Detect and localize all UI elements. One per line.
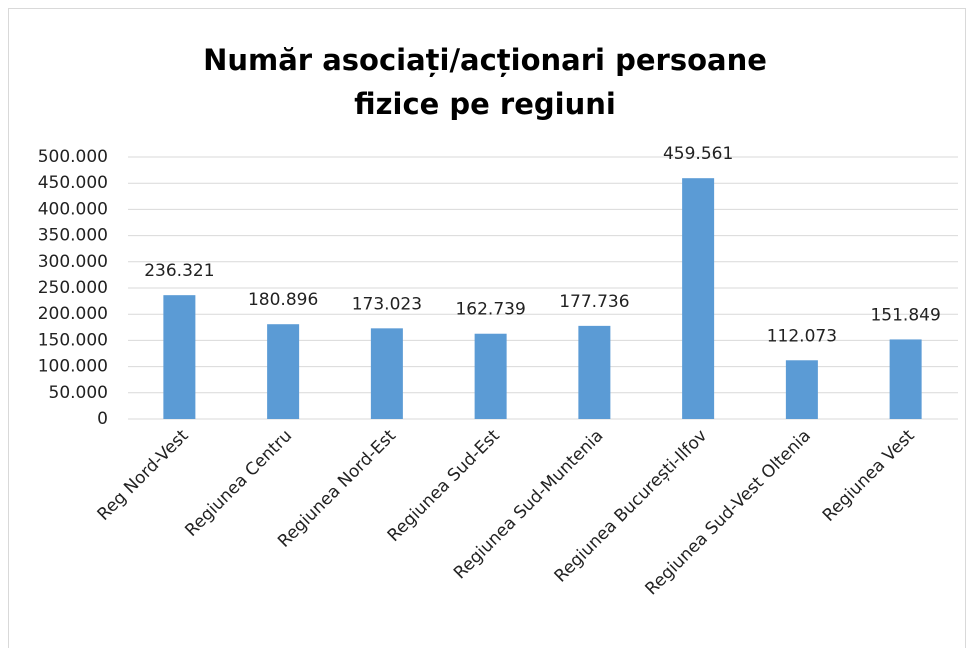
x-tick-label: Reg Nord-Vest — [94, 426, 193, 525]
value-label: 162.739 — [455, 300, 525, 320]
y-tick-label: 250.000 — [38, 278, 108, 298]
chart-title: Număr asociați/acționari persoane fizice… — [203, 43, 767, 121]
bar — [474, 333, 507, 419]
value-label: 112.073 — [767, 326, 837, 346]
value-label: 151.849 — [870, 305, 940, 325]
y-tick-label: 0 — [97, 409, 108, 429]
chart-frame — [8, 8, 966, 648]
value-label: 173.023 — [352, 294, 422, 314]
y-tick-label: 300.000 — [38, 252, 108, 272]
bar — [578, 325, 611, 419]
value-label: 180.896 — [248, 290, 318, 310]
y-tick-label: 150.000 — [38, 330, 108, 350]
value-label: 236.321 — [144, 261, 214, 281]
y-tick-label: 200.000 — [38, 304, 108, 324]
x-tick-label: Regiunea Centru — [181, 426, 296, 541]
bar — [785, 360, 818, 419]
y-tick-label: 350.000 — [38, 226, 108, 246]
bar — [163, 295, 196, 419]
x-tick-label: Regiunea Nord-Est — [274, 426, 400, 552]
bar — [267, 324, 300, 419]
bar — [682, 178, 715, 419]
bar — [370, 328, 403, 419]
x-tick-label: Regiunea Vest — [819, 426, 919, 526]
x-tick-label: Regiunea Sud-Vest Oltenia — [642, 426, 815, 599]
value-label: 459.561 — [663, 144, 733, 164]
y-tick-label: 500.000 — [38, 147, 108, 167]
y-tick-label: 400.000 — [38, 199, 108, 219]
bar — [889, 339, 922, 419]
y-tick-label: 50.000 — [49, 383, 108, 403]
x-tick-label: Regiunea Sud-Est — [384, 426, 504, 546]
y-tick-label: 450.000 — [38, 173, 108, 193]
y-tick-label: 100.000 — [38, 357, 108, 377]
value-label: 177.736 — [559, 292, 629, 312]
